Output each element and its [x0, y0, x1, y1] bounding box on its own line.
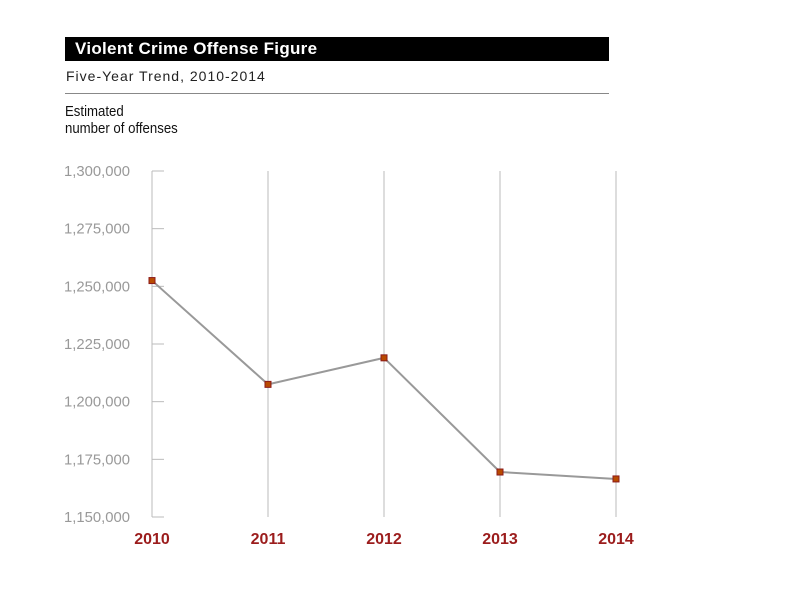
y-tick-label: 1,175,000 — [64, 451, 130, 468]
y-tick-label: 1,250,000 — [64, 278, 130, 295]
y-tick-label: 1,200,000 — [64, 394, 130, 411]
data-point-2013 — [496, 468, 504, 476]
x-tick-label: 2010 — [134, 531, 170, 548]
y-axis-label-line2: number of offenses — [65, 120, 178, 137]
x-tick-label: 2014 — [598, 531, 634, 548]
x-tick-label: 2011 — [251, 531, 286, 548]
chart-title: Violent Crime Offense Figure — [65, 37, 609, 61]
y-axis-label: Estimated number of offenses — [65, 103, 178, 137]
data-point-2010 — [148, 277, 156, 285]
data-point-2011 — [264, 380, 272, 388]
x-tick-label: 2012 — [366, 531, 402, 548]
x-tick-label: 2013 — [482, 531, 518, 548]
data-point-2012 — [380, 354, 388, 362]
y-tick-label: 1,275,000 — [64, 221, 130, 238]
data-point-2014 — [612, 475, 620, 483]
data-series — [148, 277, 620, 483]
y-axis-label-line1: Estimated — [65, 103, 124, 120]
header-divider — [65, 93, 609, 94]
y-tick-label: 1,150,000 — [64, 509, 130, 526]
y-axis: 1,150,000 1,175,000 1,200,000 1,225,000 1,25… — [64, 163, 164, 526]
y-tick-label: 1,300,000 — [64, 163, 130, 180]
x-axis: 2010 2011 2012 2013 2014 — [134, 531, 634, 548]
y-tick-label: 1,225,000 — [64, 336, 130, 353]
chart-subtitle: Five-Year Trend, 2010-2014 — [66, 68, 266, 84]
